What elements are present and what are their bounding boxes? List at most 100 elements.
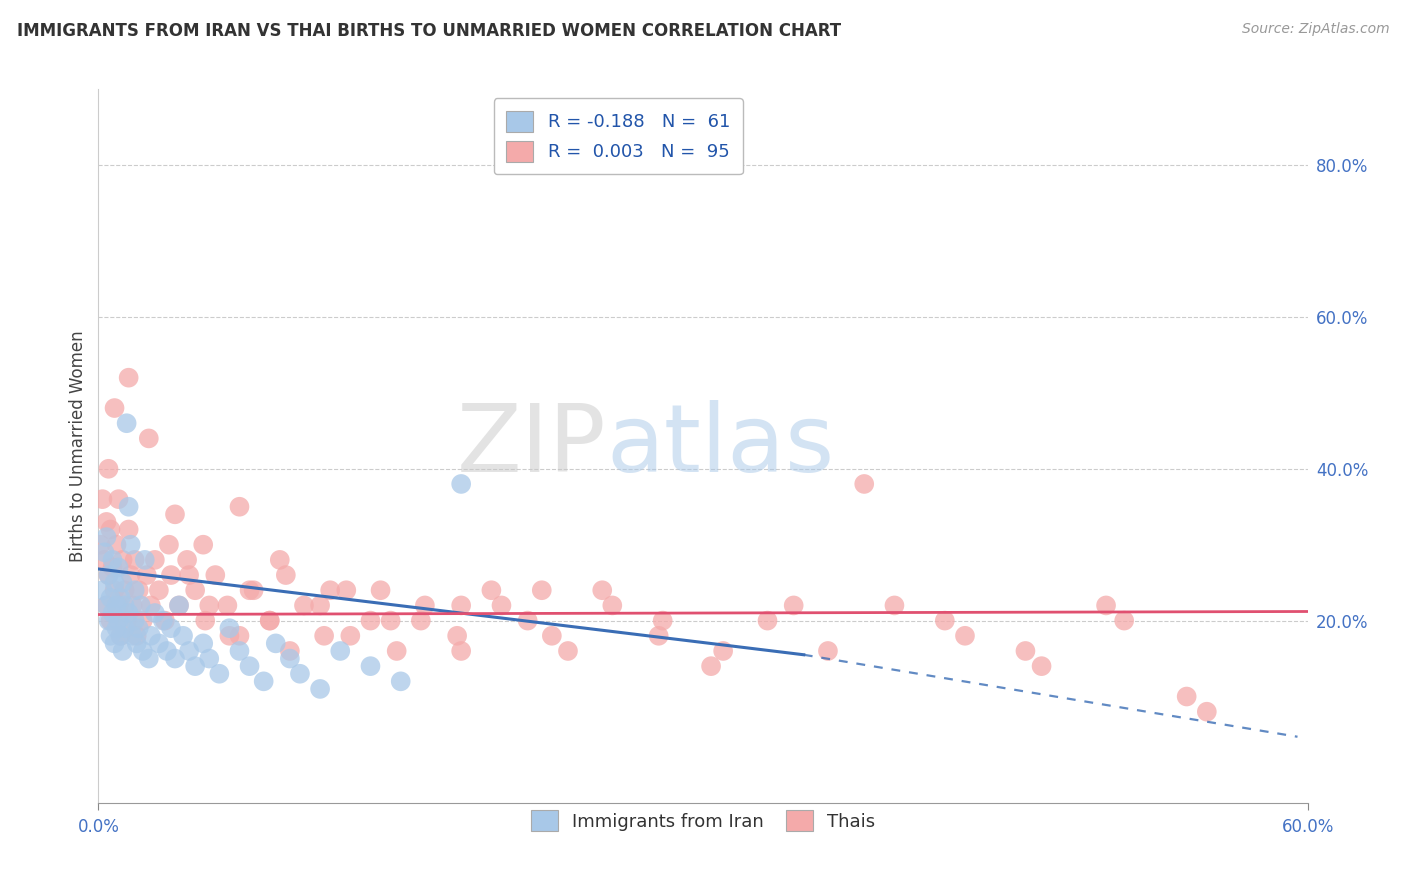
Point bbox=[1195, 705, 1218, 719]
Point bbox=[132, 644, 155, 658]
Point bbox=[91, 583, 114, 598]
Point bbox=[121, 599, 143, 613]
Text: Source: ZipAtlas.com: Source: ZipAtlas.com bbox=[1241, 22, 1389, 37]
Point bbox=[129, 599, 152, 613]
Point bbox=[540, 629, 562, 643]
Point bbox=[128, 583, 150, 598]
Point bbox=[115, 416, 138, 430]
Point bbox=[314, 629, 336, 643]
Point bbox=[105, 621, 128, 635]
Y-axis label: Births to Unmarried Women: Births to Unmarried Women bbox=[69, 330, 87, 562]
Text: atlas: atlas bbox=[606, 400, 835, 492]
Point bbox=[167, 599, 190, 613]
Point bbox=[103, 401, 125, 415]
Point bbox=[557, 644, 579, 658]
Point bbox=[124, 583, 146, 598]
Point bbox=[450, 599, 472, 613]
Point bbox=[602, 599, 624, 613]
Point bbox=[134, 553, 156, 567]
Point bbox=[118, 500, 141, 514]
Point bbox=[239, 583, 262, 598]
Point bbox=[360, 614, 382, 628]
Point bbox=[309, 599, 332, 613]
Point bbox=[264, 636, 287, 650]
Point bbox=[217, 599, 239, 613]
Point bbox=[103, 575, 125, 590]
Point bbox=[184, 659, 207, 673]
Point bbox=[114, 583, 136, 598]
Point bbox=[97, 568, 120, 582]
Point bbox=[370, 583, 392, 598]
Point bbox=[135, 568, 157, 582]
Point bbox=[100, 523, 122, 537]
Point bbox=[817, 644, 839, 658]
Point bbox=[292, 599, 315, 613]
Point bbox=[100, 591, 122, 605]
Point bbox=[100, 614, 122, 628]
Point bbox=[1031, 659, 1053, 673]
Point bbox=[114, 599, 136, 613]
Point bbox=[167, 599, 190, 613]
Point bbox=[103, 636, 125, 650]
Point bbox=[101, 560, 124, 574]
Point bbox=[132, 614, 155, 628]
Point bbox=[228, 644, 250, 658]
Point bbox=[360, 659, 382, 673]
Point bbox=[139, 599, 162, 613]
Point bbox=[208, 666, 231, 681]
Point bbox=[107, 560, 129, 574]
Point bbox=[274, 568, 297, 582]
Point bbox=[198, 599, 221, 613]
Point bbox=[148, 583, 170, 598]
Point bbox=[125, 629, 148, 643]
Point bbox=[269, 553, 291, 567]
Point bbox=[120, 538, 142, 552]
Point bbox=[278, 644, 301, 658]
Point bbox=[934, 614, 956, 628]
Point bbox=[450, 644, 472, 658]
Point bbox=[157, 538, 180, 552]
Point bbox=[446, 629, 468, 643]
Point bbox=[114, 621, 136, 635]
Point bbox=[450, 477, 472, 491]
Point bbox=[97, 568, 120, 582]
Point bbox=[204, 568, 226, 582]
Point bbox=[163, 651, 186, 665]
Point bbox=[883, 599, 905, 613]
Point bbox=[1095, 599, 1118, 613]
Point bbox=[118, 370, 141, 384]
Point bbox=[198, 651, 221, 665]
Point bbox=[335, 583, 357, 598]
Point bbox=[228, 629, 250, 643]
Point bbox=[160, 568, 183, 582]
Point bbox=[138, 431, 160, 445]
Point bbox=[647, 629, 669, 643]
Point bbox=[953, 629, 976, 643]
Point bbox=[339, 629, 361, 643]
Point bbox=[413, 599, 436, 613]
Point bbox=[139, 629, 162, 643]
Point bbox=[121, 629, 143, 643]
Point bbox=[259, 614, 281, 628]
Point bbox=[176, 553, 198, 567]
Point bbox=[700, 659, 723, 673]
Point bbox=[389, 674, 412, 689]
Point bbox=[138, 651, 160, 665]
Point bbox=[179, 644, 201, 658]
Point bbox=[91, 492, 114, 507]
Point bbox=[100, 629, 122, 643]
Point bbox=[96, 530, 118, 544]
Point bbox=[107, 599, 129, 613]
Text: ZIP: ZIP bbox=[457, 400, 606, 492]
Point bbox=[118, 523, 141, 537]
Point bbox=[101, 553, 124, 567]
Point bbox=[329, 644, 352, 658]
Point bbox=[481, 583, 503, 598]
Point bbox=[125, 636, 148, 650]
Point bbox=[242, 583, 264, 598]
Point bbox=[380, 614, 402, 628]
Point bbox=[115, 614, 138, 628]
Point bbox=[194, 614, 217, 628]
Point bbox=[111, 575, 134, 590]
Point bbox=[152, 614, 174, 628]
